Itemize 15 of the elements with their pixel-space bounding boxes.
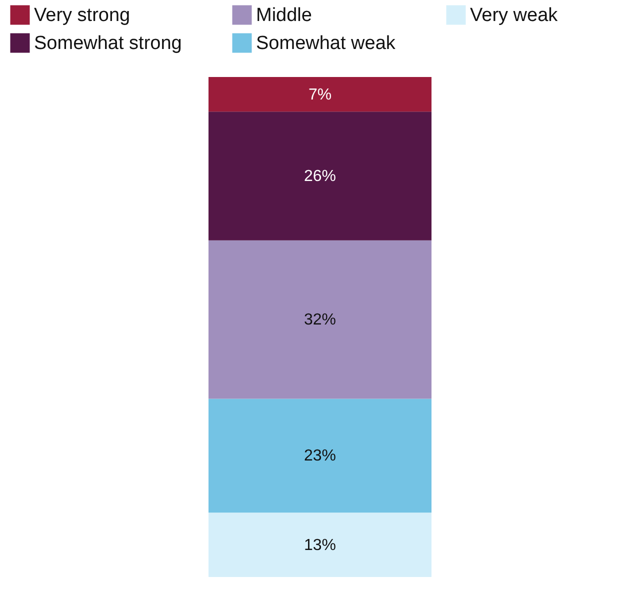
legend-label: Very strong — [34, 5, 130, 26]
legend-label: Middle — [256, 5, 312, 26]
bar — [208, 240, 432, 399]
data-label: 23% — [304, 448, 336, 465]
bar — [208, 77, 432, 112]
bar — [208, 112, 432, 240]
data-label: 7% — [308, 86, 332, 104]
bar — [208, 512, 432, 577]
legend-label: Somewhat weak — [256, 33, 396, 54]
bar — [208, 398, 432, 513]
data-label: 32% — [304, 312, 336, 329]
data-label: 26% — [304, 168, 336, 186]
legend-label: Very weak — [470, 5, 558, 26]
legend-label: Somewhat strong — [34, 33, 182, 54]
data-label: 13% — [304, 536, 336, 554]
